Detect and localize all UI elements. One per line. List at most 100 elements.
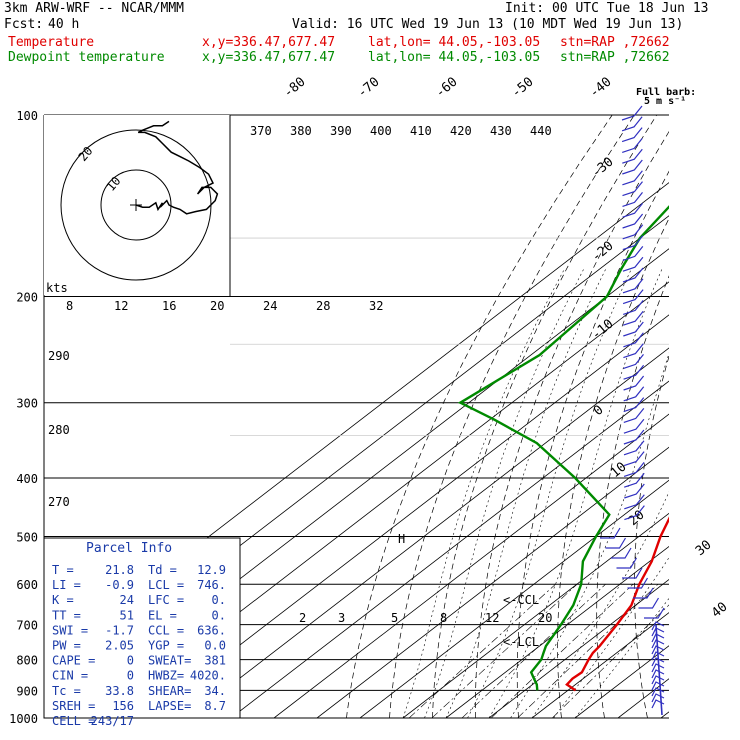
parcel-param-value: 51 — [120, 608, 134, 622]
wind-barb — [623, 408, 645, 423]
dry-adiabat — [432, 115, 657, 718]
parcel-param-label: LFC = — [148, 593, 184, 607]
barb-legend-value: 5 m s⁻¹ — [644, 96, 686, 107]
ccl-marker: <-CCL — [503, 593, 539, 607]
parcel-param-value: 24 — [120, 593, 134, 607]
temperature-legend-xy: x,y=336.47,677.47 — [202, 35, 336, 50]
parcel-param-value: -0.9 — [105, 578, 134, 592]
speed-label: 16 — [162, 299, 176, 313]
pressure-tick-label: 800 — [16, 654, 38, 668]
temperature-legend-latlon: lat,lon= 44.05,-103.05 — [368, 35, 541, 50]
dry-adiabat — [346, 115, 613, 718]
wind-barb — [651, 681, 665, 691]
isotherm-label: 30 — [693, 538, 715, 560]
pressure-tick-label: 900 — [16, 684, 38, 698]
wind-barb — [621, 116, 643, 132]
parcel-param-value: 636. — [197, 623, 226, 637]
parcel-param-label: TT = — [52, 608, 81, 622]
wind-barb — [622, 213, 644, 229]
parcel-param-label: EL = — [148, 608, 177, 622]
wind-barb — [623, 397, 645, 413]
hodograph-trace — [135, 120, 219, 215]
parcel-param-label: T = — [52, 563, 74, 577]
parcel-param-value: 33.8 — [105, 684, 134, 698]
speed-label: 12 — [114, 299, 128, 313]
isotherm-label: -10 — [589, 316, 617, 343]
wind-barb — [638, 597, 660, 609]
mixing-ratio-label: 20 — [538, 611, 552, 625]
parcel-param-label: CIN = — [52, 669, 88, 683]
parcel-param-value: 8.7 — [204, 699, 226, 713]
wind-barb — [651, 651, 665, 661]
theta-label: 440 — [530, 124, 552, 138]
isotherm-label: -30 — [589, 154, 617, 181]
pressure-tick-label: 300 — [16, 397, 38, 411]
parcel-param-value: 21.8 — [105, 563, 134, 577]
moist-adiabat — [531, 491, 669, 718]
parcel-param-label: HWBZ= — [148, 669, 184, 683]
isotherm-line — [531, 612, 669, 718]
parcel-param-value: 243/17 — [91, 714, 134, 728]
parcel-param-value: 0. — [212, 608, 226, 622]
mixing-ratio-label: 3 — [338, 611, 345, 625]
moist-adiabat — [402, 268, 565, 718]
wind-barb — [622, 202, 644, 218]
wind-barb — [622, 289, 644, 305]
wind-barb — [623, 364, 645, 380]
wind-barb — [633, 587, 654, 599]
pressure-tick-label: 200 — [16, 291, 38, 305]
theta-label: 400 — [370, 124, 392, 138]
theta-label: 370 — [250, 124, 272, 138]
wind-barb — [623, 440, 645, 456]
wind-barb — [644, 607, 665, 619]
isotherm-label: -80 — [281, 74, 309, 101]
mixing-ratio-label: 5 — [391, 611, 398, 625]
wind-barb — [623, 386, 645, 402]
wind-barb — [622, 159, 643, 175]
isotherm-line — [660, 711, 669, 718]
parcel-param-value: 0 — [127, 669, 134, 683]
mixing-ratio-label: 12 — [485, 611, 499, 625]
wind-barb — [621, 105, 643, 121]
theta-e-label: 270 — [48, 495, 70, 509]
wind-barb — [622, 278, 644, 294]
theta-label: 390 — [330, 124, 352, 138]
wind-barb — [623, 321, 644, 337]
temperature-profile — [565, 516, 669, 692]
dewpoint-legend-latlon: lat,lon= 44.05,-103.05 — [368, 50, 541, 65]
wind-barb — [605, 537, 627, 549]
parcel-param-label: SWI = — [52, 623, 88, 637]
wind-barb — [651, 669, 665, 679]
parcel-param-label: SHEAR= — [148, 684, 191, 698]
dry-adiabat — [707, 115, 740, 718]
wind-barb — [624, 505, 645, 521]
isotherm-line — [488, 579, 669, 718]
init-time: Init: 00 UTC Tue 18 Jun 13 — [505, 1, 709, 16]
parcel-param-label: LCL = — [148, 578, 184, 592]
parcel-param-value: 34. — [204, 684, 226, 698]
isotherm-line — [144, 314, 669, 718]
isotherm-line — [187, 347, 669, 718]
moist-adiabat — [553, 557, 669, 718]
parcel-param-label: CELL = — [52, 714, 95, 728]
isotherm-line — [359, 479, 669, 718]
isotherm-label: -20 — [589, 238, 617, 265]
forecast-label: Fcst: — [4, 17, 44, 32]
dry-adiabat — [516, 170, 669, 718]
wind-barb — [622, 138, 643, 153]
wind-barb — [600, 527, 621, 539]
pressure-tick-label: 500 — [16, 530, 38, 544]
temperature-legend-label: Temperature — [8, 35, 95, 50]
parcel-param-value: 12.9 — [197, 563, 226, 577]
mixing-ratio-label: 2 — [299, 611, 306, 625]
isotherm-label: 0 — [591, 403, 607, 420]
wind-barb — [623, 343, 644, 359]
wind-barb — [622, 256, 644, 272]
wind-barb — [622, 224, 644, 240]
parcel-box-frame — [43, 537, 241, 719]
pressure-tick-label: 700 — [16, 619, 38, 633]
wind-barb — [624, 494, 645, 510]
speed-label: 8 — [66, 299, 73, 313]
background-lines — [44, 115, 740, 718]
